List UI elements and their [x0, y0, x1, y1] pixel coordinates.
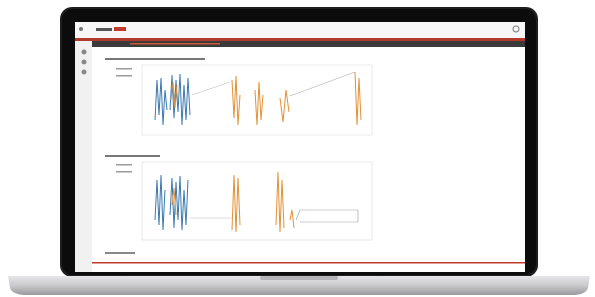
- panel-title: [105, 155, 160, 157]
- logo-mark: [114, 27, 126, 31]
- menu-icon[interactable]: [79, 27, 83, 31]
- footer-text: [105, 252, 135, 254]
- legend-entry: [116, 164, 132, 166]
- page: (() => { const data = JSON.parse(documen…: [0, 0, 595, 297]
- sidebar-icon[interactable]: [82, 50, 87, 55]
- sidebar-icon[interactable]: [82, 70, 87, 75]
- logo: [96, 28, 112, 31]
- sidebar-icon[interactable]: [82, 60, 87, 65]
- panel-title: [105, 58, 205, 60]
- footer-rule: [92, 262, 525, 264]
- legend-entry: [116, 68, 132, 70]
- laptop-screenshot: [0, 0, 595, 297]
- breadcrumb-text: [130, 43, 220, 45]
- hinge-notch: [260, 276, 338, 280]
- app-header: [75, 22, 525, 38]
- sidebar: [75, 41, 92, 272]
- legend-entry: [116, 171, 132, 173]
- header-rule: [75, 38, 525, 41]
- legend-entry: [116, 75, 132, 77]
